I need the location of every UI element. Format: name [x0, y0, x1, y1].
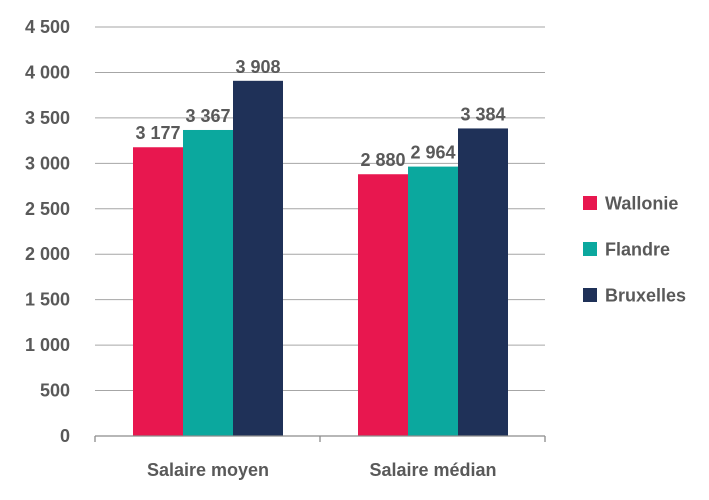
y-tick-label: 500	[40, 381, 70, 401]
legend-label-bruxelles: Bruxelles	[605, 286, 686, 306]
legend-swatch-flandre	[583, 242, 597, 256]
bar-flandre-median	[408, 167, 458, 436]
category-label: Salaire moyen	[147, 460, 269, 480]
data-label: 3 367	[185, 106, 230, 126]
x-axis	[95, 436, 545, 442]
y-tick-label: 2 000	[25, 244, 70, 264]
data-label: 2 880	[360, 150, 405, 170]
legend-swatch-wallonie	[583, 196, 597, 210]
data-label: 3 384	[460, 104, 505, 124]
y-tick-label: 1 000	[25, 335, 70, 355]
y-tick-label: 4 000	[25, 62, 70, 82]
bar-wallonie-moyen	[133, 147, 183, 436]
y-tick-label: 3 500	[25, 108, 70, 128]
data-label: 3 908	[235, 57, 280, 77]
legend-swatch-bruxelles	[583, 288, 597, 302]
data-label: 3 177	[135, 123, 180, 143]
category-label: Salaire médian	[369, 460, 496, 480]
y-tick-label: 0	[60, 426, 70, 446]
bar-flandre-moyen	[183, 130, 233, 436]
y-tick-label: 3 000	[25, 153, 70, 173]
bar-bruxelles-median	[458, 128, 508, 436]
y-axis-ticks: 0 500 1 000 1 500 2 000 2 500 3 000 3 500 4 000 4…	[25, 17, 70, 446]
y-tick-label: 4 500	[25, 17, 70, 37]
bars	[133, 81, 508, 436]
data-label: 2 964	[410, 143, 455, 163]
category-labels: Salaire moyen Salaire médian	[147, 460, 497, 480]
y-tick-label: 2 500	[25, 199, 70, 219]
legend: Wallonie Flandre Bruxelles	[583, 194, 686, 306]
legend-label-flandre: Flandre	[605, 240, 670, 260]
y-tick-label: 1 500	[25, 290, 70, 310]
bar-bruxelles-moyen	[233, 81, 283, 436]
legend-label-wallonie: Wallonie	[605, 194, 678, 214]
bar-wallonie-median	[358, 174, 408, 436]
